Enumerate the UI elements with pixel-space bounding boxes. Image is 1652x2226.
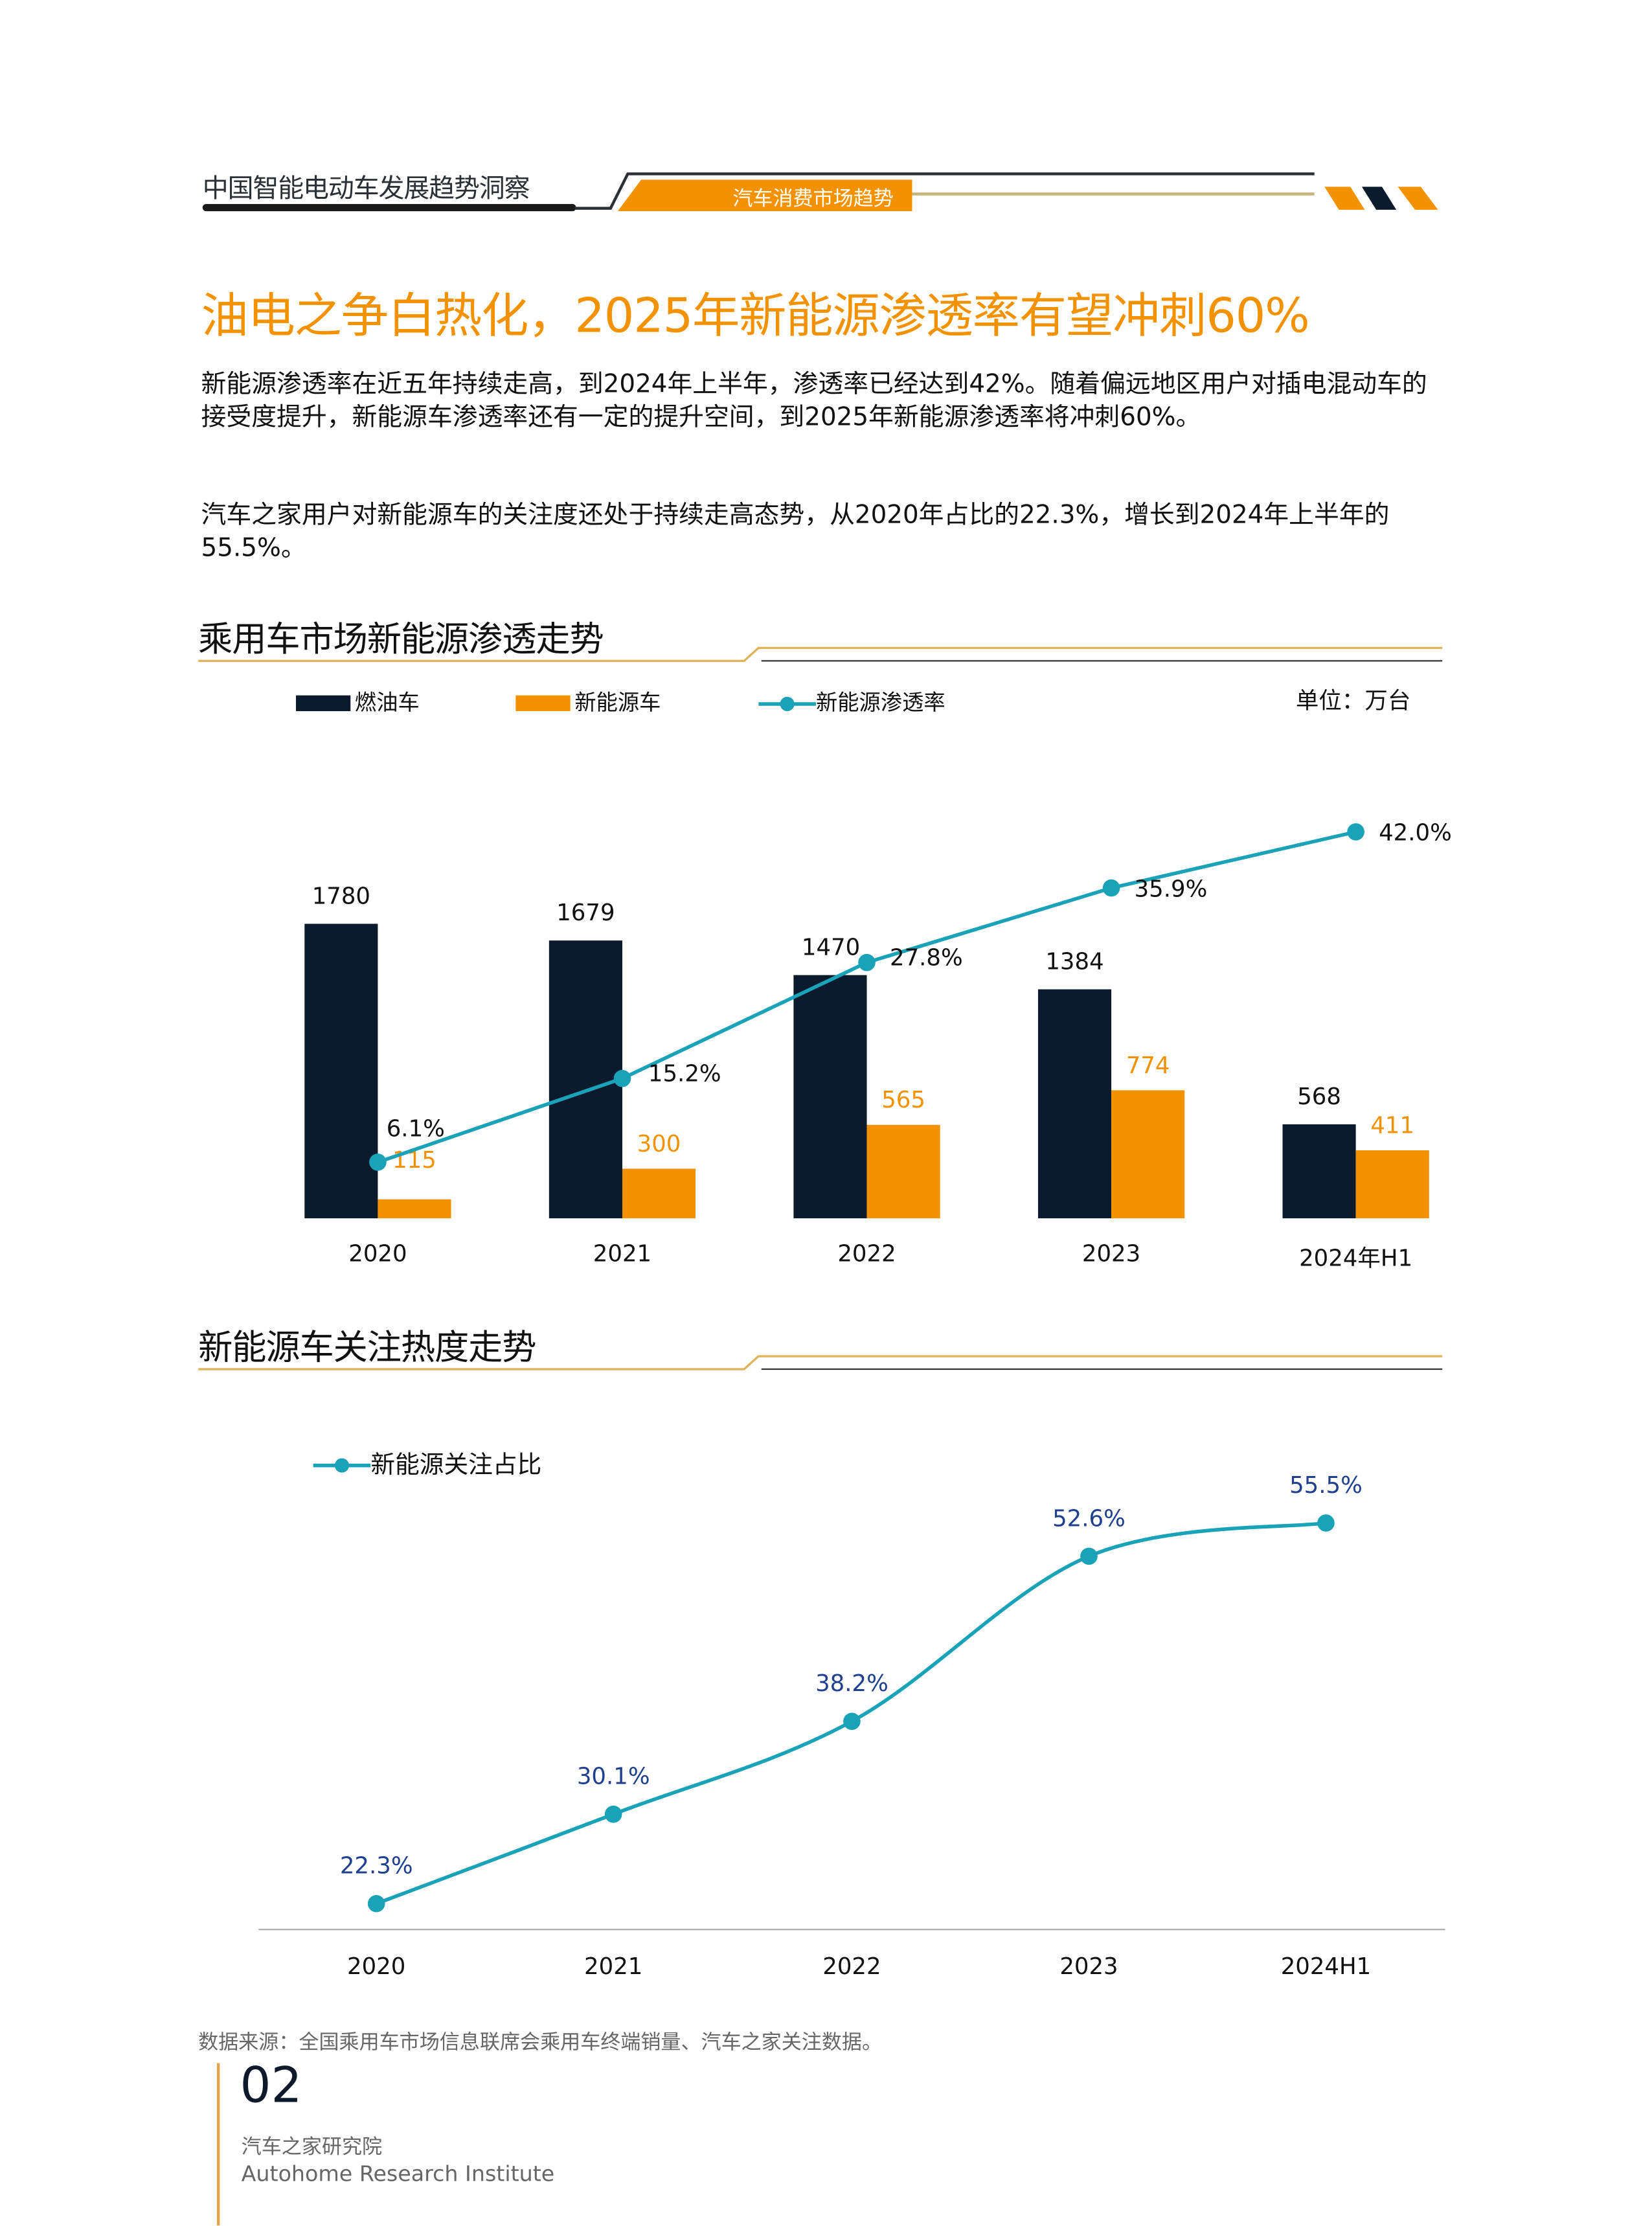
attention-label: 55.5% xyxy=(1289,1472,1363,1499)
x-tick-label: 2024年H1 xyxy=(1299,1245,1412,1271)
legend-swatch xyxy=(515,695,571,712)
penetration-label: 35.9% xyxy=(1135,876,1208,902)
page-title: 油电之争白热化，2025年新能源渗透率有望冲刺60% xyxy=(201,287,1310,344)
x-tick-label: 2023 xyxy=(1082,1241,1140,1267)
penetration-label: 15.2% xyxy=(648,1061,721,1087)
penetration-point xyxy=(369,1153,387,1171)
attention-point xyxy=(1080,1547,1098,1565)
chart1-svg: 1780115202016793002021147056520221384774… xyxy=(304,820,1452,1271)
attention-point xyxy=(367,1894,385,1913)
penetration-label: 27.8% xyxy=(890,945,963,971)
legend-item-nev: 新能源车 xyxy=(515,687,661,717)
attention-label: 52.6% xyxy=(1052,1505,1126,1532)
header-decoration xyxy=(574,172,1438,210)
legend-item-rate: 新能源渗透率 xyxy=(758,687,945,717)
penetration-point xyxy=(858,953,876,971)
x-tick-label: 2021 xyxy=(584,1953,642,1980)
data-label-nev: 565 xyxy=(881,1087,925,1113)
section-tag-bg xyxy=(617,179,912,212)
attention-point xyxy=(843,1712,861,1731)
penetration-label: 42.0% xyxy=(1379,820,1452,846)
x-tick-label: 2022 xyxy=(837,1241,896,1267)
bar-ice xyxy=(793,975,867,1219)
attention-point xyxy=(604,1805,622,1823)
bar-nev xyxy=(378,1199,451,1219)
bar-nev xyxy=(1355,1150,1429,1219)
data-label-nev: 300 xyxy=(637,1131,681,1157)
bar-nev xyxy=(1111,1090,1185,1219)
bar-ice xyxy=(1037,989,1112,1219)
penetration-point xyxy=(1102,879,1120,897)
attention-point xyxy=(1317,1514,1335,1532)
chart1-title-underline xyxy=(198,646,1443,663)
penetration-point xyxy=(1347,823,1364,841)
legend-line-marker xyxy=(758,696,816,710)
bar-ice xyxy=(1282,1124,1356,1219)
x-tick-label: 2024H1 xyxy=(1281,1953,1372,1980)
data-label-nev: 411 xyxy=(1370,1112,1414,1139)
chart2-title: 新能源车关注热度走势 xyxy=(198,1327,536,1368)
bar-ice xyxy=(304,924,378,1219)
legend-item-ice: 燃油车 xyxy=(295,687,420,717)
data-label-ice: 1780 xyxy=(312,883,370,909)
data-label-nev: 774 xyxy=(1126,1052,1170,1079)
attention-label: 30.1% xyxy=(577,1764,650,1790)
attention-label: 22.3% xyxy=(340,1853,413,1880)
data-source: 数据来源：全国乘用车市场信息联席会乘用车终端销量、汽车之家关注数据。 xyxy=(198,2031,883,2055)
chart1-unit: 单位：万台 xyxy=(1295,687,1411,714)
footer-accent-line xyxy=(216,2063,220,2226)
legend-line-marker xyxy=(313,1458,371,1473)
header-divider xyxy=(202,203,576,212)
report-title: 中国智能电动车发展趋势洞察 xyxy=(202,174,530,204)
chart2-svg: 22.3% 2020 30.1% 2021 38.2% 2022 52.6% 2023 55.5… xyxy=(258,1472,1445,1980)
paragraph-1: 新能源渗透率在近五年持续走高，到2024年上半年，渗透率已经达到42%。随着偏远… xyxy=(201,370,1427,433)
x-tick-label: 2023 xyxy=(1059,1953,1118,1980)
chart2-legend: 新能源关注占比 xyxy=(313,1444,541,1480)
data-label-ice: 1679 xyxy=(556,900,615,926)
bar-ice xyxy=(549,940,622,1219)
chart1: 1780 115 2020 1679 300 2021 1470 565 2022 1384 774… xyxy=(304,820,1452,1271)
institute-name-en: Autohome Research Institute xyxy=(241,2161,555,2187)
chart2-title-underline xyxy=(198,1355,1443,1370)
penetration-point xyxy=(613,1069,631,1087)
institute-name-cn: 汽车之家研究院 xyxy=(241,2136,383,2160)
x-tick-label: 2020 xyxy=(348,1241,407,1267)
data-label-ice: 1384 xyxy=(1045,948,1103,975)
penetration-label: 6.1% xyxy=(387,1116,445,1142)
paragraph-2: 汽车之家用户对新能源车的关注度还处于持续走高态势，从2020年占比的22.3%，… xyxy=(201,501,1390,563)
x-tick-label: 2020 xyxy=(347,1953,405,1980)
attention-label: 38.2% xyxy=(815,1670,888,1697)
section-tag: 汽车消费市场趋势 xyxy=(732,188,894,212)
data-label-ice: 568 xyxy=(1297,1084,1341,1110)
x-tick-label: 2021 xyxy=(593,1241,651,1267)
chart1-title: 乘用车市场新能源渗透走势 xyxy=(198,619,604,660)
page-number: 02 xyxy=(240,2057,302,2115)
bar-nev xyxy=(866,1124,940,1219)
data-label-ice: 1470 xyxy=(802,935,860,961)
chart2: 22.3% 2020 30.1% 2021 38.2% 2022 52.6% 2023 55.5… xyxy=(258,1472,1445,1980)
x-tick-label: 2022 xyxy=(822,1953,881,1980)
legend-swatch xyxy=(295,695,351,712)
bar-nev xyxy=(622,1168,696,1219)
